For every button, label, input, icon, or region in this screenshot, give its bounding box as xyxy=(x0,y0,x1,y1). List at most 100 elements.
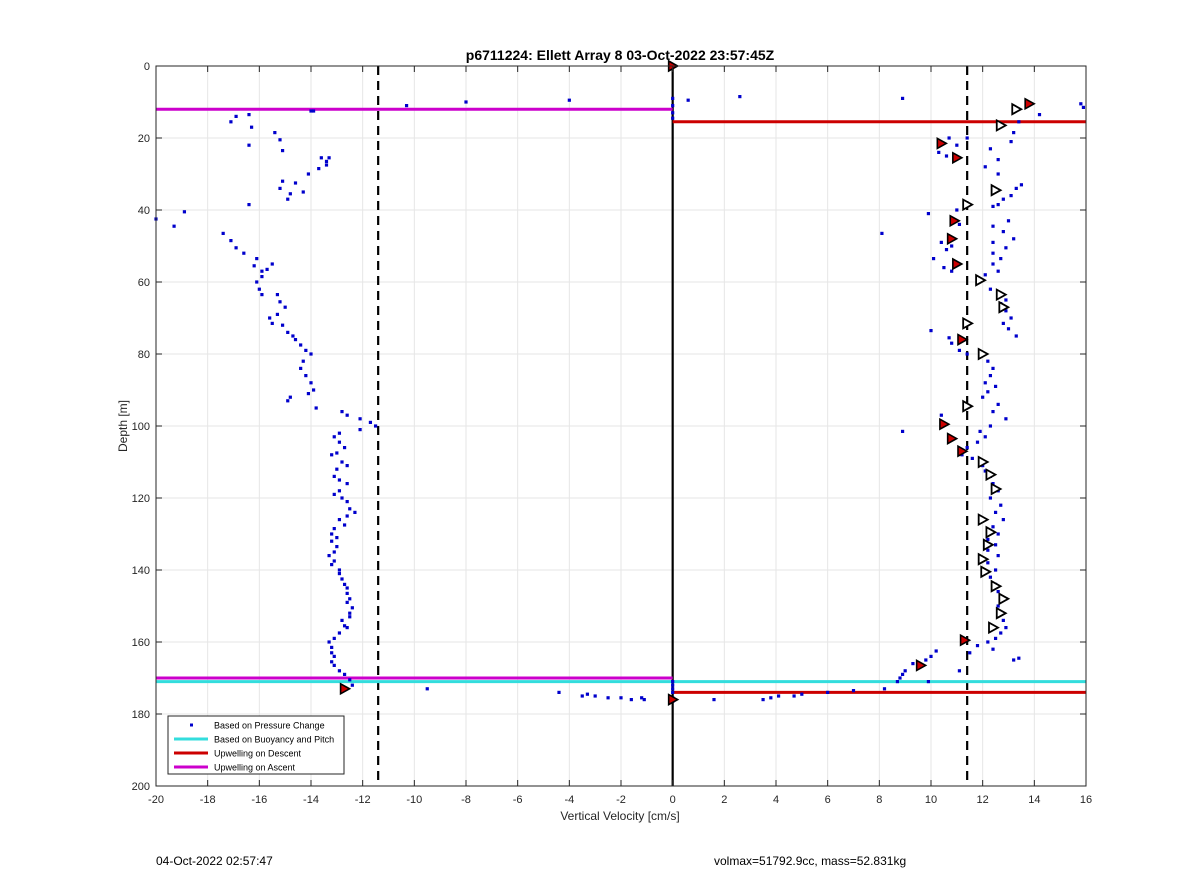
open-marker xyxy=(962,399,975,413)
pressure-point xyxy=(247,143,251,147)
pressure-point xyxy=(311,388,316,392)
pressure-point xyxy=(330,645,334,649)
pressure-point xyxy=(337,431,342,435)
grid xyxy=(155,65,1087,787)
pressure-point xyxy=(996,604,1000,608)
pressure-point xyxy=(671,111,675,115)
pressure-point xyxy=(342,582,347,586)
open-marker xyxy=(998,592,1011,606)
pressure-point xyxy=(309,352,313,356)
pressure-point xyxy=(738,95,742,99)
open-marker xyxy=(995,288,1008,302)
y-tick-label: 20 xyxy=(138,133,150,145)
descent-marker xyxy=(339,682,352,696)
pressure-point xyxy=(965,352,969,356)
pressure-point xyxy=(182,210,187,214)
pressure-point xyxy=(1009,194,1013,198)
pressure-point xyxy=(278,300,282,304)
pressure-point xyxy=(340,496,344,500)
pressure-point xyxy=(273,131,277,135)
open-marker xyxy=(962,316,975,330)
pressure-point xyxy=(306,392,311,396)
descent-marker xyxy=(915,659,928,672)
pressure-point xyxy=(299,343,303,347)
pressure-point xyxy=(330,651,334,655)
pressure-point xyxy=(304,374,308,378)
x-tick-label: 8 xyxy=(876,794,882,806)
pressure-point xyxy=(996,590,1000,594)
pressure-point xyxy=(1009,140,1013,144)
pressure-point xyxy=(929,329,933,333)
pressure-point xyxy=(288,192,292,196)
pressure-point xyxy=(247,113,251,117)
pressure-point xyxy=(337,518,342,522)
pressure-point xyxy=(242,251,246,255)
pressure-point xyxy=(924,658,928,662)
pressure-point xyxy=(249,125,254,129)
pressure-point xyxy=(593,694,597,698)
pressure-point xyxy=(931,257,936,261)
pressure-point xyxy=(970,456,974,460)
legend-label: Upwelling on Descent xyxy=(214,749,302,759)
pressure-point xyxy=(337,440,342,444)
pressure-point xyxy=(986,359,990,363)
legend: Based on Pressure Change Based on Buoyanc… xyxy=(167,715,345,775)
pressure-point xyxy=(337,568,342,572)
pressure-point xyxy=(278,186,282,190)
open-marker xyxy=(962,198,975,212)
descent-marker xyxy=(952,151,964,165)
pressure-point xyxy=(1014,334,1018,338)
y-tick-label: 200 xyxy=(132,781,150,793)
chart-title: p6711224: Ellett Array 8 03-Oct-2022 23:… xyxy=(466,47,775,63)
pressure-point xyxy=(996,532,1000,536)
pressure-point xyxy=(348,597,352,601)
pressure-point xyxy=(268,316,272,320)
pressure-point xyxy=(229,120,233,124)
pressure-point xyxy=(642,698,646,702)
x-tick-label: -18 xyxy=(200,794,216,806)
descent-marker xyxy=(936,137,948,150)
pressure-point xyxy=(234,246,238,250)
pressure-point xyxy=(991,262,995,266)
x-axis-label: Vertical Velocity [cm/s] xyxy=(560,809,679,823)
pressure-point xyxy=(335,467,339,471)
descent-marker xyxy=(949,214,961,228)
pressure-point xyxy=(1004,626,1008,630)
pressure-point xyxy=(330,539,334,543)
pressure-point xyxy=(288,395,292,399)
pressure-point xyxy=(983,469,987,473)
pressure-point xyxy=(340,460,344,464)
pressure-point xyxy=(337,631,342,635)
pressure-point xyxy=(1017,120,1021,124)
pressure-point xyxy=(260,269,264,273)
pressure-point xyxy=(996,172,1000,176)
pressure-point xyxy=(358,417,362,421)
pressure-point xyxy=(991,224,995,228)
pressure-point xyxy=(280,149,285,153)
pressure-point xyxy=(260,293,264,297)
pressure-point xyxy=(335,451,339,455)
pressure-point xyxy=(345,586,349,590)
open-marker xyxy=(995,606,1008,620)
open-marker xyxy=(980,565,993,579)
pressure-point xyxy=(983,165,987,169)
pressure-point xyxy=(988,575,993,579)
pressure-point xyxy=(978,429,982,433)
y-tick-label: 140 xyxy=(132,565,150,577)
pressure-point xyxy=(965,446,969,450)
pressure-point xyxy=(1019,183,1024,187)
pressure-point xyxy=(1006,327,1011,331)
pressure-point xyxy=(993,636,998,640)
pressure-point xyxy=(993,384,998,388)
descent-marker xyxy=(667,693,680,706)
pressure-point xyxy=(1004,417,1008,421)
pressure-point xyxy=(955,208,959,212)
pressure-point xyxy=(373,424,378,428)
pressure-point xyxy=(937,150,941,154)
pressure-point xyxy=(342,624,347,628)
x-tick-label: 14 xyxy=(1028,794,1040,806)
pressure-point xyxy=(332,492,336,496)
pressure-point xyxy=(1006,219,1011,223)
pressure-point xyxy=(353,510,357,514)
pressure-point xyxy=(955,143,959,147)
